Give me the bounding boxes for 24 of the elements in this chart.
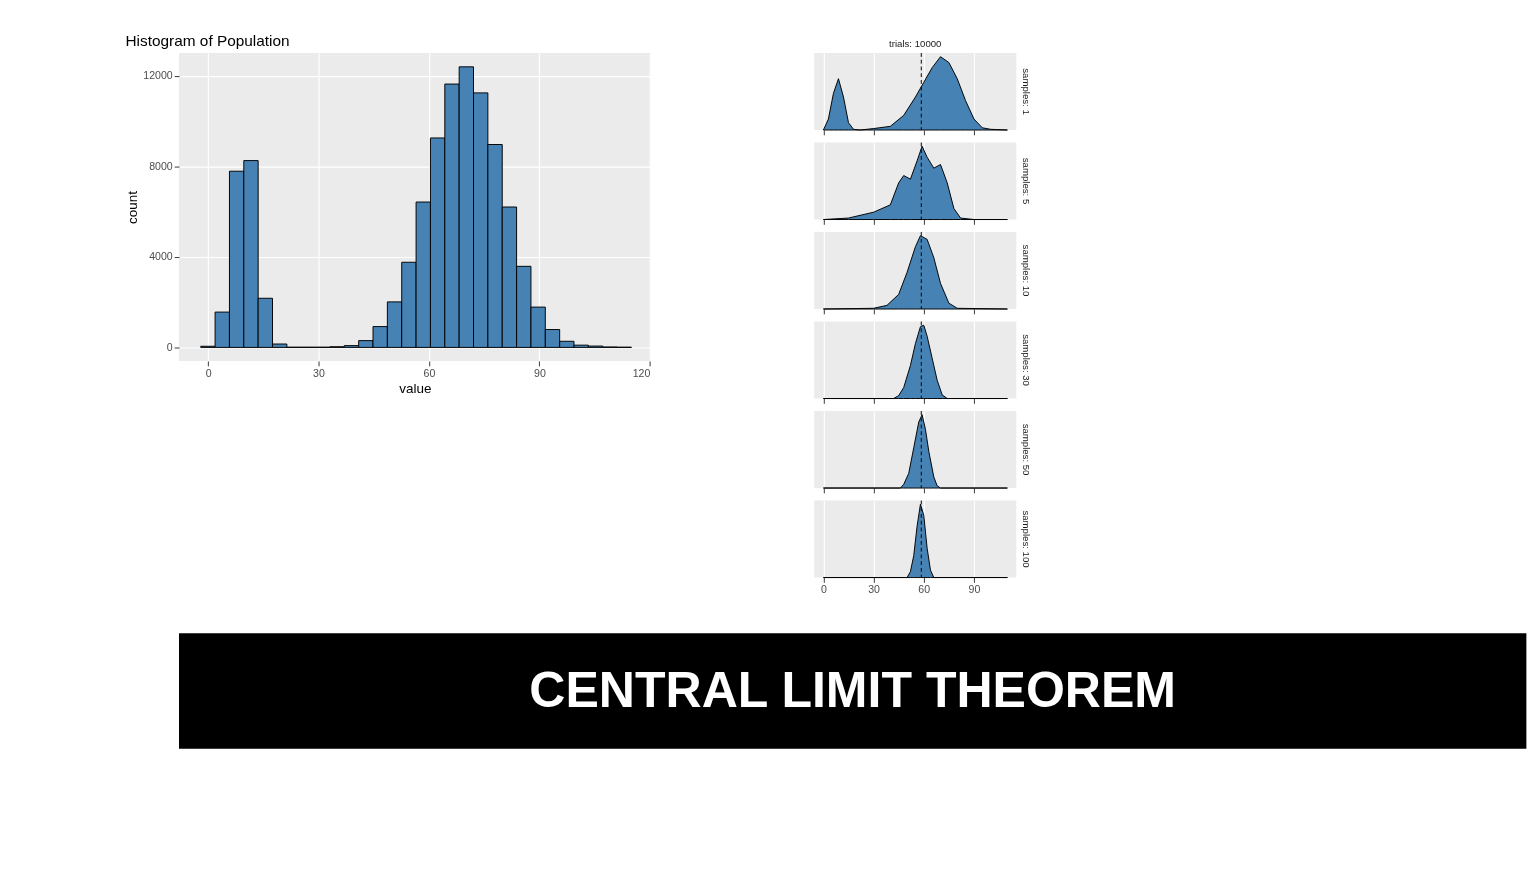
x-tick-label: 60 bbox=[423, 366, 436, 379]
chart-title: Histogram of Population bbox=[125, 32, 290, 50]
x-tick-label: 0 bbox=[820, 583, 827, 596]
y2-axis-title: samples: 50 bbox=[1021, 423, 1033, 476]
y2-axis-title: samples: 10 bbox=[1021, 244, 1033, 297]
x-tick-label: 30 bbox=[313, 366, 325, 379]
y2-axis-title: samples: 100 bbox=[1021, 510, 1033, 568]
y2-axis-title: samples: 30 bbox=[1021, 334, 1033, 386]
y2-axis-title: samples: 1 bbox=[1021, 68, 1033, 115]
y-tick-label: 0 bbox=[166, 340, 173, 353]
x-tick-label: 0 bbox=[205, 366, 212, 379]
x-axis-title: value bbox=[399, 381, 432, 397]
y-tick-label: 8000 bbox=[149, 159, 173, 172]
text: CENTRAL LIMIT THEOREM bbox=[529, 661, 1177, 718]
y-tick-label: 12000 bbox=[143, 69, 173, 82]
y2-axis-title: samples: 5 bbox=[1021, 157, 1033, 205]
x-tick-label: 90 bbox=[968, 583, 981, 596]
x-tick-label: 30 bbox=[868, 583, 881, 596]
y-tick-label: 4000 bbox=[149, 250, 173, 263]
y-axis-title: count bbox=[124, 190, 140, 224]
x-tick-label: 120 bbox=[632, 366, 651, 379]
chart-title: trials: 10000 bbox=[889, 37, 942, 49]
x-tick-label: 90 bbox=[534, 366, 546, 379]
x-tick-label: 60 bbox=[918, 583, 931, 596]
